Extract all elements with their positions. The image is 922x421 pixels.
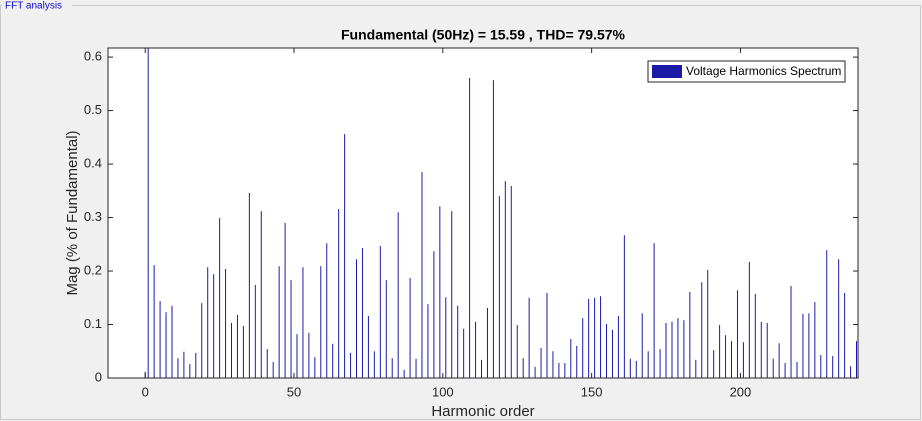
group-box-label-bg: [2, 0, 72, 12]
y-tick-label: 0.4: [84, 155, 102, 170]
y-tick-label: 0: [95, 369, 102, 384]
panel-title: FFT analysis: [5, 1, 62, 12]
chart-title: Fundamental (50Hz) = 15.59 , THD= 79.57%: [341, 27, 626, 43]
y-tick-label: 0.2: [84, 262, 102, 277]
y-tick-label: 0.1: [84, 316, 102, 331]
legend-swatch: [652, 65, 682, 78]
x-tick-label: 100: [432, 384, 454, 399]
y-tick-label: 0.3: [84, 209, 102, 224]
plot-layer: [144, 48, 858, 378]
y-tick-label: 0.5: [84, 102, 102, 117]
plot-area: [108, 48, 858, 378]
x-tick-label: 150: [581, 384, 603, 399]
x-tick-label: 50: [287, 384, 301, 399]
x-tick-label: 0: [142, 384, 149, 399]
y-axis-label: Mag (% of Fundamental): [64, 130, 81, 295]
axes-box: [107, 47, 859, 379]
x-tick-label: 200: [730, 384, 752, 399]
legend-box: [647, 60, 846, 83]
y-tick-label: 0.6: [84, 49, 102, 64]
group-box: [0, 5, 921, 420]
x-axis-label: Harmonic order: [431, 403, 534, 420]
legend-label: Voltage Harmonics Spectrum: [686, 64, 841, 78]
